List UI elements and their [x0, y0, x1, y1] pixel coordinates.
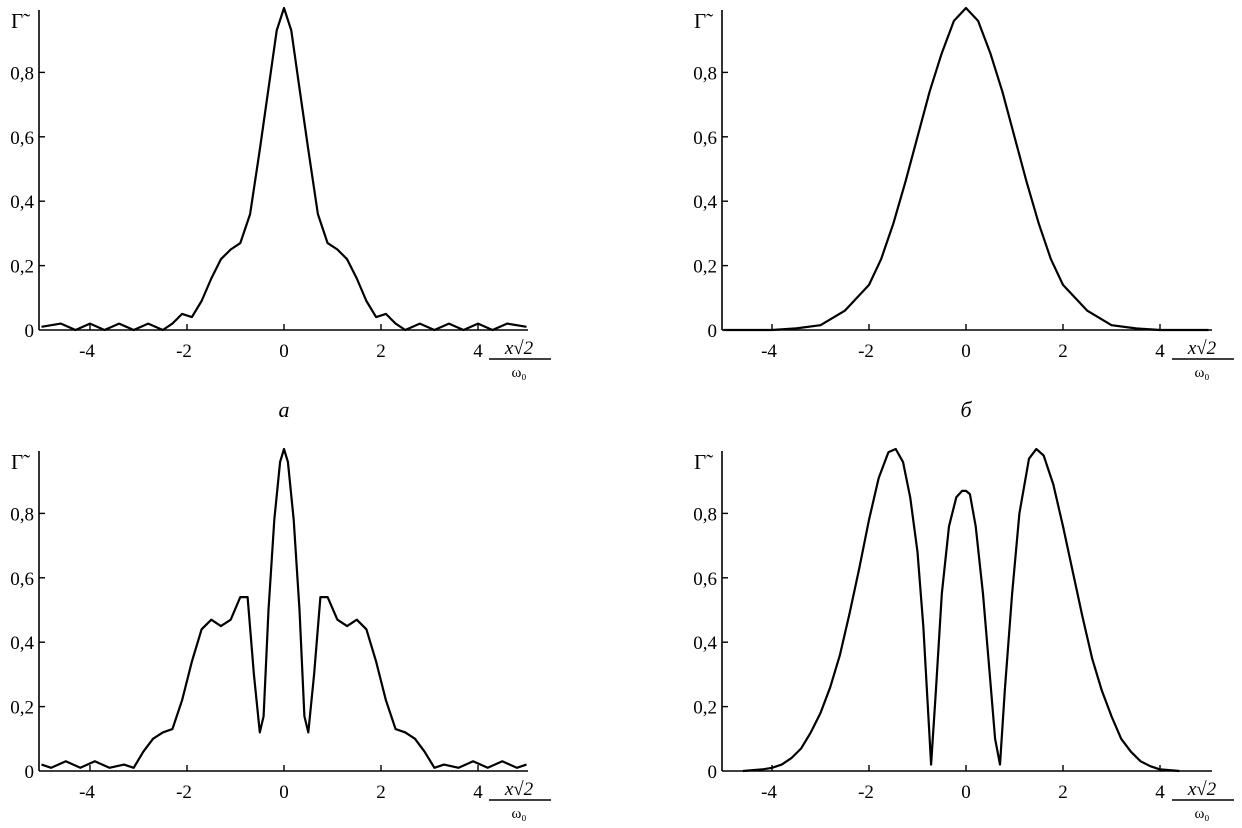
y-tick-label: 0,2 — [693, 698, 717, 719]
y-tick-label: 0,8 — [693, 504, 717, 525]
y-tick-label: 0 — [708, 321, 718, 342]
x-axis-label-numerator: x√2 — [504, 338, 534, 359]
series-line — [723, 6, 1209, 332]
x-tick-label: -2 — [176, 341, 192, 362]
y-tick-label: 0,2 — [693, 257, 717, 278]
y-tick-label: 0,2 — [10, 257, 34, 278]
x-axis-label-numerator: x√2 — [1187, 338, 1217, 359]
x-tick-label: 4 — [473, 782, 483, 803]
y-axis-label: Γ̃ — [694, 450, 713, 474]
y-tick-label: 0,8 — [693, 63, 717, 84]
y-tick-label: 0,6 — [693, 128, 717, 149]
y-tick-label: 0,6 — [10, 128, 34, 149]
y-tick-label: 0,4 — [693, 633, 717, 654]
x-axis-label-numerator: x√2 — [504, 779, 534, 800]
y-tick-label: 0 — [708, 762, 718, 783]
y-tick-label: 0,4 — [10, 633, 34, 654]
x-tick-label: 2 — [376, 782, 386, 803]
chart-panel-1: 0 0,2 0,4 0,6 0,8 -4 -2 0 2 4 Γ̃ x√2 ω₀ а — [10, 6, 551, 422]
panel-caption: б — [960, 397, 972, 422]
y-tick-label: 0,2 — [10, 698, 34, 719]
y-tick-label: 0 — [25, 762, 35, 783]
x-tick-label: 4 — [1155, 341, 1165, 362]
x-tick-label: 2 — [1058, 782, 1068, 803]
x-tick-label: -4 — [79, 341, 95, 362]
x-tick-label: -4 — [79, 782, 95, 803]
x-tick-label: 2 — [1058, 341, 1068, 362]
x-axis-label-denominator: ω₀ — [1194, 365, 1209, 381]
y-tick-label: 0 — [25, 321, 35, 342]
y-tick-label: 0,6 — [10, 569, 34, 590]
y-tick-label: 0,4 — [693, 192, 717, 213]
x-axis-label-numerator: x√2 — [1187, 779, 1217, 800]
x-tick-label: -2 — [176, 782, 192, 803]
x-tick-label: 0 — [279, 782, 289, 803]
y-axis-label: Γ̃ — [694, 9, 713, 33]
chart-panel-4: 0 0,2 0,4 0,6 0,8 -4 -2 0 2 4 Γ̃ x√2 ω₀ — [693, 447, 1234, 822]
x-tick-label: -4 — [761, 782, 777, 803]
y-tick-label: 0,8 — [10, 504, 34, 525]
panel-caption: а — [279, 397, 290, 422]
chart-panel-3: 0 0,2 0,4 0,6 0,8 -4 -2 0 2 4 Γ̃ x√2 ω₀ — [10, 447, 551, 822]
x-tick-label: 0 — [961, 341, 971, 362]
x-tick-label: 0 — [279, 341, 289, 362]
y-axis-label: Γ̃ — [11, 450, 30, 474]
x-axis-label-denominator: ω₀ — [511, 806, 526, 822]
y-axis-label: Γ̃ — [11, 9, 30, 33]
chart-panel-2: 0 0,2 0,4 0,6 0,8 -4 -2 0 2 4 Γ̃ x√2 ω₀ б — [693, 6, 1234, 422]
x-axis-label-denominator: ω₀ — [511, 365, 526, 381]
series-line — [41, 6, 527, 332]
series-line — [41, 447, 527, 769]
x-tick-label: 0 — [961, 782, 971, 803]
x-tick-label: -2 — [858, 782, 874, 803]
x-tick-label: 4 — [473, 341, 483, 362]
x-axis-label-denominator: ω₀ — [1194, 806, 1209, 822]
x-tick-label: -2 — [858, 341, 874, 362]
series-line — [742, 447, 1180, 773]
x-tick-label: 2 — [376, 341, 386, 362]
x-tick-label: 4 — [1155, 782, 1165, 803]
y-tick-label: 0,6 — [693, 569, 717, 590]
y-tick-label: 0,8 — [10, 63, 34, 84]
x-tick-label: -4 — [761, 341, 777, 362]
y-tick-label: 0,4 — [10, 192, 34, 213]
